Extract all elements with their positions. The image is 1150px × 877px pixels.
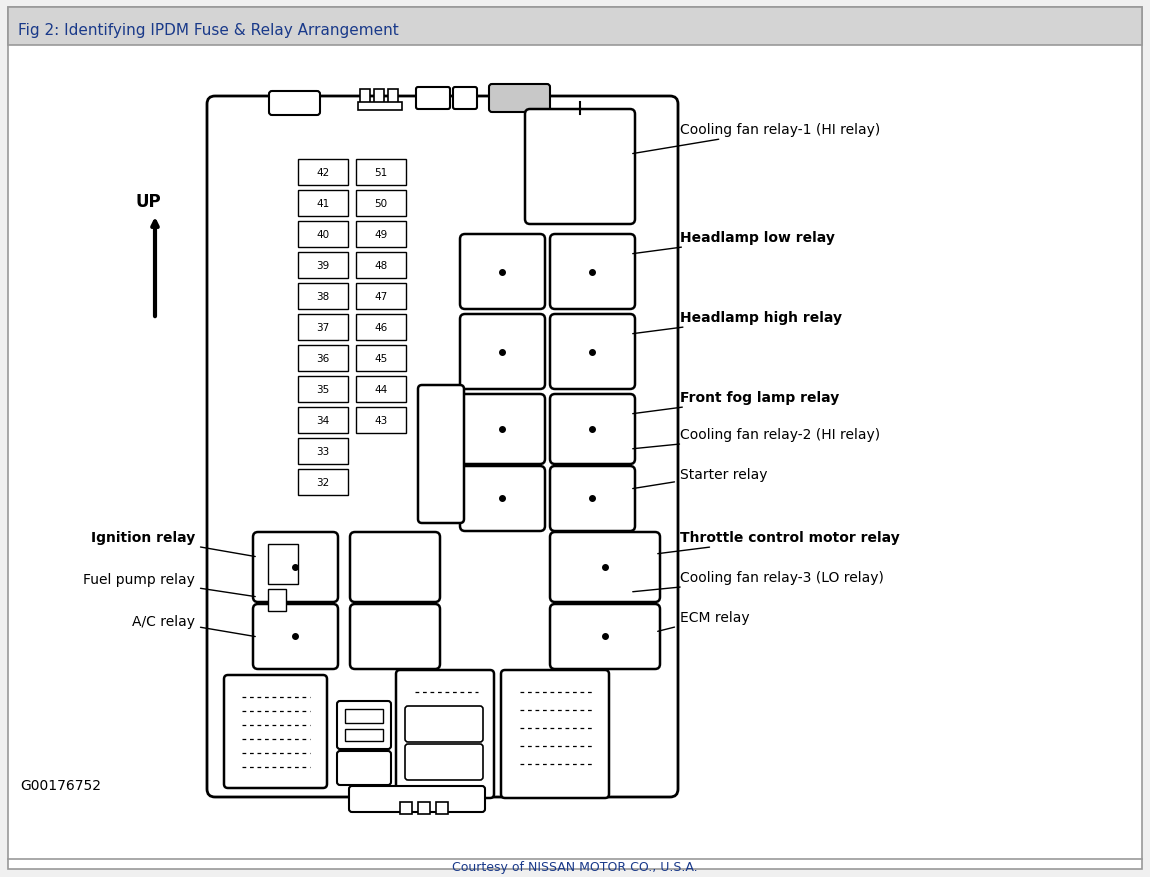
Text: Fuel pump relay: Fuel pump relay	[83, 573, 255, 597]
FancyBboxPatch shape	[550, 395, 635, 465]
FancyBboxPatch shape	[460, 395, 545, 465]
Bar	[358, 103, 402, 111]
Text: 32: 32	[316, 477, 330, 488]
Bar	[374, 90, 384, 110]
FancyBboxPatch shape	[350, 604, 440, 669]
Bar	[356, 283, 406, 310]
FancyBboxPatch shape	[489, 85, 550, 113]
Bar	[360, 90, 370, 110]
Bar	[298, 315, 348, 340]
Bar	[298, 222, 348, 247]
Text: Fig 2: Identifying IPDM Fuse & Relay Arrangement: Fig 2: Identifying IPDM Fuse & Relay Arr…	[18, 24, 399, 39]
Text: Cooling fan relay-1 (HI relay): Cooling fan relay-1 (HI relay)	[632, 123, 880, 154]
FancyBboxPatch shape	[337, 751, 391, 785]
Text: 39: 39	[316, 260, 330, 271]
Text: A/C relay: A/C relay	[132, 614, 255, 637]
Text: Headlamp low relay: Headlamp low relay	[632, 231, 835, 254]
Text: 43: 43	[375, 416, 388, 425]
Bar	[400, 802, 412, 814]
Text: UP: UP	[135, 193, 161, 210]
FancyBboxPatch shape	[550, 467, 635, 531]
Text: 38: 38	[316, 292, 330, 302]
Bar	[298, 438, 348, 465]
Bar	[345, 729, 383, 741]
FancyBboxPatch shape	[269, 92, 320, 116]
Bar	[356, 376, 406, 403]
Text: Front fog lamp relay: Front fog lamp relay	[632, 390, 839, 414]
Text: 34: 34	[316, 416, 330, 425]
Text: 45: 45	[375, 353, 388, 364]
Text: Cooling fan relay-3 (LO relay): Cooling fan relay-3 (LO relay)	[632, 570, 884, 592]
Bar	[298, 253, 348, 279]
Text: 37: 37	[316, 323, 330, 332]
Bar	[417, 802, 430, 814]
Text: ECM relay: ECM relay	[658, 610, 750, 631]
Text: 41: 41	[316, 199, 330, 209]
Text: 40: 40	[316, 230, 330, 239]
Bar	[356, 253, 406, 279]
Text: 36: 36	[316, 353, 330, 364]
Text: 49: 49	[375, 230, 388, 239]
Text: 50: 50	[375, 199, 388, 209]
Text: Cooling fan relay-2 (HI relay): Cooling fan relay-2 (HI relay)	[632, 427, 880, 449]
FancyBboxPatch shape	[253, 532, 338, 602]
Text: G00176752: G00176752	[20, 778, 101, 792]
Bar	[8, 8, 1142, 46]
Bar	[268, 545, 298, 584]
Bar	[298, 346, 348, 372]
FancyBboxPatch shape	[460, 235, 545, 310]
FancyBboxPatch shape	[453, 88, 477, 110]
FancyBboxPatch shape	[550, 532, 660, 602]
Text: 42: 42	[316, 168, 330, 178]
Text: Headlamp high relay: Headlamp high relay	[632, 310, 842, 334]
Text: 35: 35	[316, 384, 330, 395]
FancyBboxPatch shape	[350, 532, 440, 602]
Text: Starter relay: Starter relay	[632, 467, 767, 489]
Bar	[356, 160, 406, 186]
Bar	[388, 90, 398, 110]
FancyBboxPatch shape	[396, 670, 494, 798]
Bar	[8, 8, 1142, 46]
FancyBboxPatch shape	[417, 386, 463, 524]
Bar	[298, 283, 348, 310]
Bar	[345, 709, 383, 724]
Bar	[356, 408, 406, 433]
FancyBboxPatch shape	[416, 88, 450, 110]
Text: Courtesy of NISSAN MOTOR CO., U.S.A.: Courtesy of NISSAN MOTOR CO., U.S.A.	[452, 860, 698, 873]
Bar	[298, 160, 348, 186]
Bar	[298, 191, 348, 217]
FancyBboxPatch shape	[501, 670, 610, 798]
Text: 48: 48	[375, 260, 388, 271]
FancyBboxPatch shape	[405, 706, 483, 742]
FancyBboxPatch shape	[348, 786, 485, 812]
Text: 44: 44	[375, 384, 388, 395]
Text: 47: 47	[375, 292, 388, 302]
FancyBboxPatch shape	[207, 96, 678, 797]
FancyBboxPatch shape	[460, 315, 545, 389]
Bar	[298, 469, 348, 496]
FancyBboxPatch shape	[224, 675, 327, 788]
Text: 51: 51	[375, 168, 388, 178]
FancyBboxPatch shape	[550, 315, 635, 389]
FancyBboxPatch shape	[337, 702, 391, 749]
FancyBboxPatch shape	[550, 604, 660, 669]
Bar	[298, 376, 348, 403]
Bar	[356, 191, 406, 217]
FancyBboxPatch shape	[526, 110, 635, 225]
Bar	[436, 802, 449, 814]
Bar	[356, 315, 406, 340]
FancyBboxPatch shape	[253, 604, 338, 669]
Text: 33: 33	[316, 446, 330, 457]
FancyBboxPatch shape	[550, 235, 635, 310]
Text: 46: 46	[375, 323, 388, 332]
Text: Throttle control motor relay: Throttle control motor relay	[658, 531, 899, 554]
Bar	[356, 222, 406, 247]
Bar	[298, 408, 348, 433]
FancyBboxPatch shape	[460, 467, 545, 531]
Bar	[356, 346, 406, 372]
Text: Ignition relay: Ignition relay	[91, 531, 255, 557]
Bar	[268, 589, 286, 611]
FancyBboxPatch shape	[405, 745, 483, 781]
